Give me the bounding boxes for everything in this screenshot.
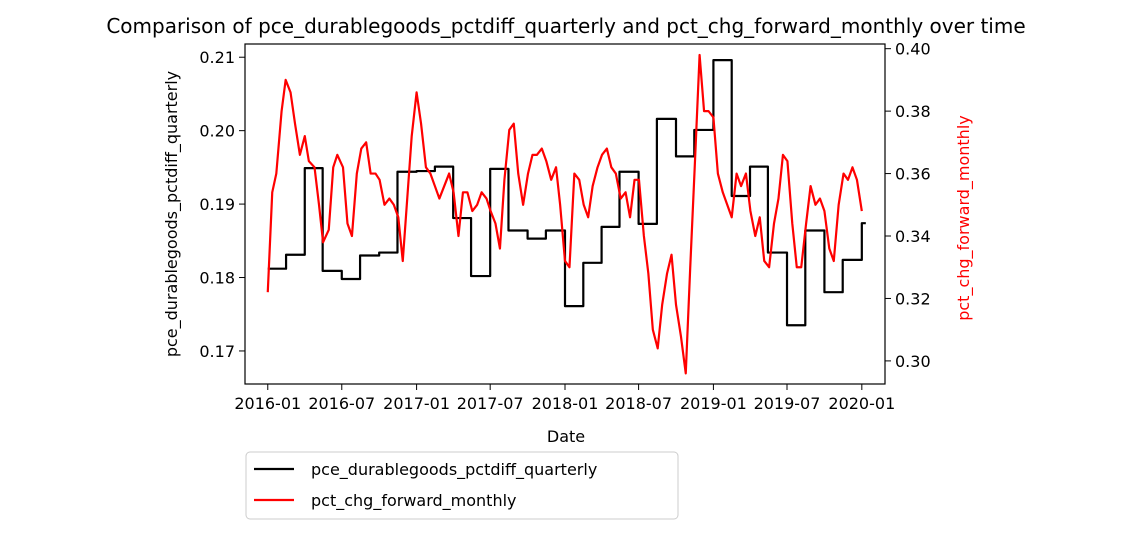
x-tick-label: 2018-01 [532, 394, 599, 413]
chart-title: Comparison of pce_durablegoods_pctdiff_q… [106, 14, 1025, 38]
x-tick-label: 2017-01 [383, 394, 450, 413]
x-axis-label: Date [547, 427, 585, 446]
x-tick-label: 2016-07 [308, 394, 375, 413]
x-tick-label: 2017-07 [457, 394, 524, 413]
x-tick-label: 2020-01 [828, 394, 895, 413]
y-left-tick-label: 0.18 [199, 269, 235, 288]
y-left-tick-label: 0.20 [199, 122, 235, 141]
x-tick-label: 2018-07 [605, 394, 672, 413]
series-line-right [266, 53, 863, 375]
y-axis-right-label: pct_chg_forward_monthly [954, 115, 974, 321]
y-left-tick-label: 0.19 [199, 195, 235, 214]
y-right-tick-label: 0.34 [895, 227, 931, 246]
plot-frame [244, 43, 886, 385]
plot-lines [266, 53, 866, 375]
legend-label-right-series: pct_chg_forward_monthly [311, 491, 517, 511]
y-right-tick-label: 0.40 [895, 40, 931, 59]
x-tick-label: 2019-01 [680, 394, 747, 413]
x-tick-label: 2019-07 [754, 394, 821, 413]
y-axis-left-label: pce_durablegoods_pctdiff_quarterly [162, 71, 182, 357]
series-line-left [267, 59, 866, 327]
y-axis-right: 0.30 0.32 0.34 0.36 0.38 0.40 [885, 40, 931, 371]
x-axis: 2016-01 2016-07 2017-01 2017-07 2018-01 2018-… [234, 384, 895, 413]
y-right-tick-label: 0.32 [895, 289, 931, 308]
x-tick-label: 2016-01 [234, 394, 301, 413]
legend-label-left-series: pce_durablegoods_pctdiff_quarterly [311, 460, 597, 480]
legend: pce_durablegoods_pctdiff_quarterly pct_c… [245, 451, 679, 520]
y-left-tick-label: 0.17 [199, 342, 235, 361]
y-axis-left: 0.17 0.18 0.19 0.20 0.21 [199, 48, 245, 361]
y-right-tick-label: 0.38 [895, 102, 931, 121]
y-right-tick-label: 0.36 [895, 165, 931, 184]
y-left-tick-label: 0.21 [199, 48, 235, 67]
legend-box [245, 451, 679, 520]
y-right-tick-label: 0.30 [895, 352, 931, 371]
